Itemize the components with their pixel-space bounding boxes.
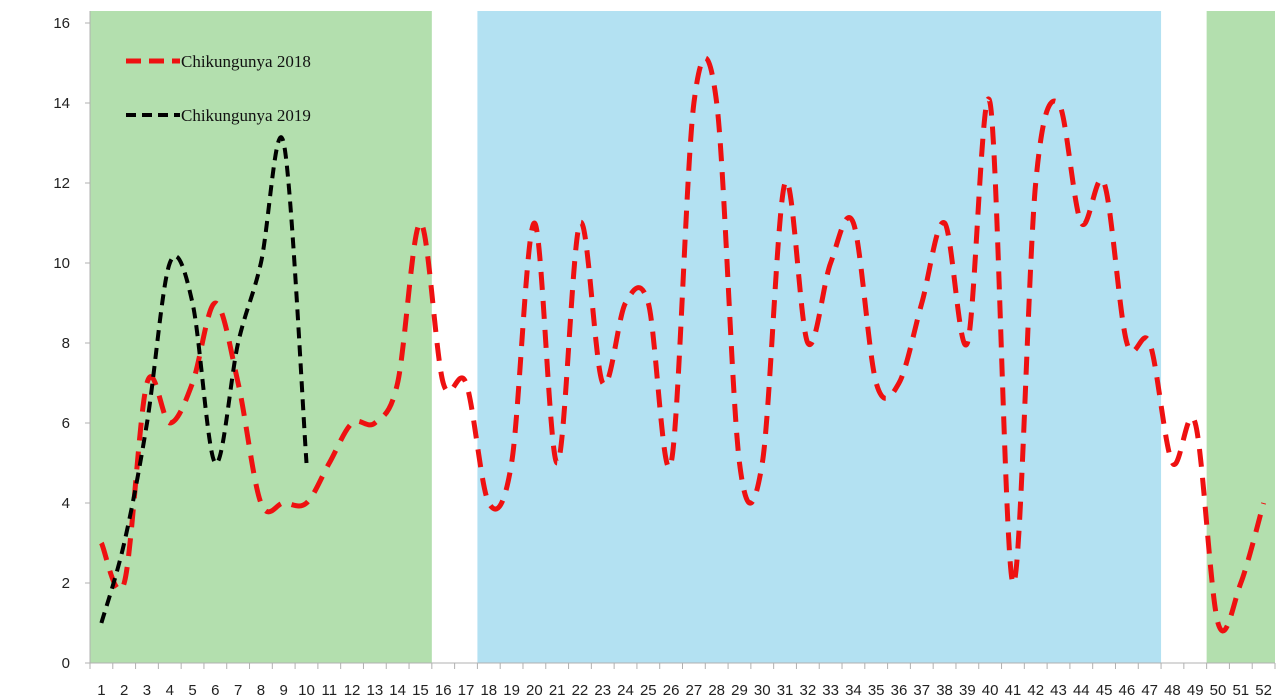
x-tick-label: 7: [234, 682, 242, 699]
x-tick-label: 29: [731, 682, 748, 699]
x-tick-label: 15: [412, 682, 429, 699]
x-tick-label: 47: [1141, 682, 1158, 699]
x-tick-label: 19: [503, 682, 520, 699]
x-tick-label: 49: [1187, 682, 1204, 699]
legend-label-2018: Chikungunya 2018: [181, 52, 311, 71]
x-tick-label: 12: [344, 682, 361, 699]
season-band-2: [477, 11, 1162, 663]
x-tick-label: 4: [166, 682, 174, 699]
series-line-2019: [99, 135, 309, 624]
x-tick-label: 22: [572, 682, 589, 699]
y-tick-label: 10: [53, 255, 70, 272]
y-tick-label: 8: [62, 335, 70, 352]
x-tick-label: 50: [1210, 682, 1227, 699]
season-band-1: [90, 11, 432, 663]
x-tick-label: 36: [891, 682, 908, 699]
x-tick-label: 11: [321, 682, 337, 699]
x-tick-label: 5: [188, 682, 196, 699]
legend: Chikungunya 2018 Chikungunya 2019: [126, 52, 311, 125]
x-tick-label: 10: [298, 682, 315, 699]
x-tick-label: 13: [367, 682, 384, 699]
x-tick-label: 32: [799, 682, 816, 699]
x-tick-label: 2: [120, 682, 128, 699]
x-tick-label: 43: [1050, 682, 1067, 699]
x-tick-label: 24: [617, 682, 634, 699]
x-tick-label: 42: [1027, 682, 1044, 699]
y-tick-label: 12: [53, 175, 70, 192]
y-tick-label: 16: [53, 15, 70, 32]
season-band-3: [1206, 11, 1275, 663]
x-tick-label: 52: [1255, 682, 1272, 699]
season-bands: [90, 11, 1275, 663]
y-tick-label: 6: [62, 415, 70, 432]
series-line-2018: [99, 55, 1267, 634]
x-tick-label: 26: [663, 682, 680, 699]
x-tick-label: 17: [458, 682, 475, 699]
x-tick-label: 16: [435, 682, 452, 699]
x-tick-label: 41: [1005, 682, 1022, 699]
x-tick-label: 9: [280, 682, 288, 699]
x-tick-label: 39: [959, 682, 976, 699]
x-tick-label: 38: [936, 682, 953, 699]
x-tick-label: 37: [913, 682, 930, 699]
x-tick-label: 14: [389, 682, 406, 699]
x-tick-label: 33: [822, 682, 839, 699]
x-tick-label: 51: [1232, 682, 1249, 699]
x-tick-label: 20: [526, 682, 543, 699]
y-tick-label: 2: [62, 575, 70, 592]
y-tick-label: 4: [62, 495, 70, 512]
x-tick-label: 48: [1164, 682, 1181, 699]
x-tick-label: 27: [686, 682, 703, 699]
x-tick-label: 6: [211, 682, 219, 699]
x-tick-label: 31: [777, 682, 794, 699]
x-tick-label: 23: [594, 682, 611, 699]
x-tick-label: 40: [982, 682, 999, 699]
x-tick-label: 18: [480, 682, 497, 699]
legend-label-2019: Chikungunya 2019: [181, 106, 311, 125]
x-tick-label: 3: [143, 682, 151, 699]
x-tick-label: 46: [1119, 682, 1136, 699]
x-tick-label: 45: [1096, 682, 1113, 699]
y-tick-label: 14: [53, 95, 70, 112]
x-tick-label: 25: [640, 682, 657, 699]
series-lines: [99, 55, 1267, 634]
x-tick-label: 1: [97, 682, 105, 699]
x-tick-label: 21: [549, 682, 566, 699]
x-tick-label: 34: [845, 682, 862, 699]
y-tick-label: 0: [62, 655, 70, 672]
x-tick-label: 44: [1073, 682, 1090, 699]
x-tick-label: 35: [868, 682, 885, 699]
x-tick-label: 28: [708, 682, 725, 699]
x-tick-label: 30: [754, 682, 771, 699]
x-tick-label: 8: [257, 682, 265, 699]
